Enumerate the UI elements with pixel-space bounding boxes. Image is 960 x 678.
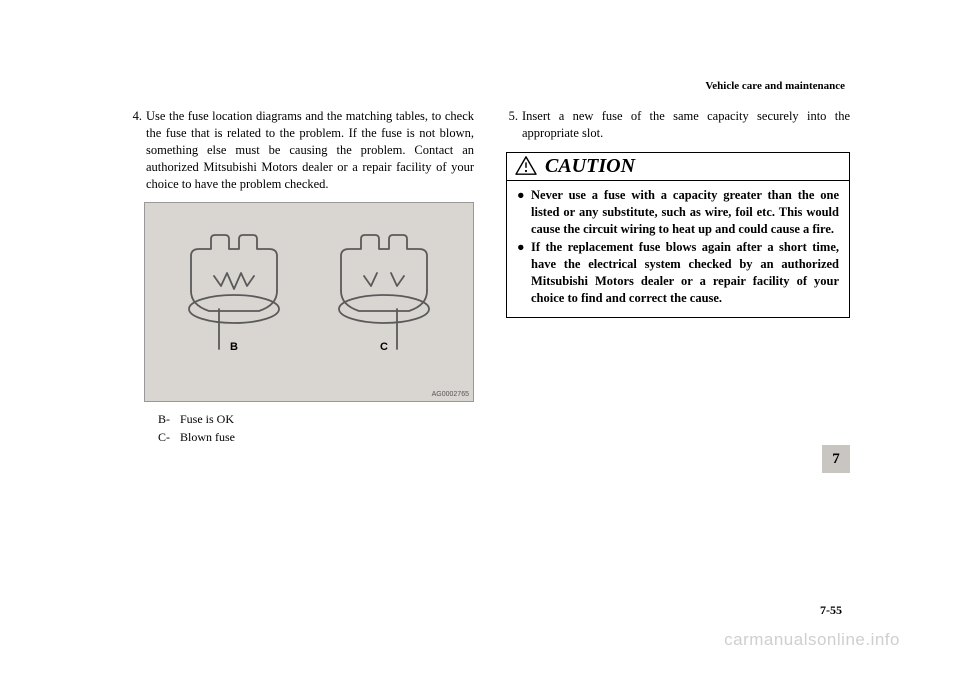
step-text: Insert a new fuse of the same capacity s… [522,108,850,142]
caution-item-1: ● Never use a fuse with a capacity great… [517,187,839,238]
fuse-blown-illustration: C [329,231,439,361]
fuse-ok-illustration: B [179,231,289,361]
legend-row-c: C- Blown fuse [158,428,474,446]
caution-title: CAUTION [545,155,635,178]
right-column: 5. Insert a new fuse of the same capacit… [506,108,850,446]
manual-page: Vehicle care and maintenance 4. Use the … [0,0,960,678]
figure-legend: B- Fuse is OK C- Blown fuse [158,410,474,446]
fuse-label-b: B [230,341,238,353]
step-5: 5. Insert a new fuse of the same capacit… [506,108,850,142]
caution-text-1: Never use a fuse with a capacity greater… [531,187,839,238]
warning-triangle-icon [515,156,537,176]
step-number: 5. [506,108,522,142]
caution-header: CAUTION [507,153,849,181]
legend-key-c: C- [158,428,180,446]
step-4: 4. Use the fuse location diagrams and th… [130,108,474,192]
fuse-label-c: C [380,341,388,353]
left-column: 4. Use the fuse location diagrams and th… [130,108,474,446]
legend-text-b: Fuse is OK [180,410,234,428]
legend-key-b: B- [158,410,180,428]
caution-box: CAUTION ● Never use a fuse with a capaci… [506,152,850,318]
bullet-icon: ● [517,187,531,238]
bullet-icon: ● [517,239,531,307]
step-number: 4. [130,108,146,192]
legend-row-b: B- Fuse is OK [158,410,474,428]
page-number: 7-55 [820,603,842,618]
fuse-illustration-wrap: B [145,231,473,361]
legend-text-c: Blown fuse [180,428,235,446]
caution-text-2: If the replacement fuse blows again afte… [531,239,839,307]
caution-body: ● Never use a fuse with a capacity great… [507,181,849,317]
watermark-text: carmanualsonline.info [724,630,900,650]
caution-item-2: ● If the replacement fuse blows again af… [517,239,839,307]
section-header: Vehicle care and maintenance [705,80,845,92]
figure-id: AG0002765 [432,391,469,398]
chapter-tab: 7 [822,445,850,473]
step-text: Use the fuse location diagrams and the m… [146,108,474,192]
fuse-figure: B [144,202,474,402]
two-column-layout: 4. Use the fuse location diagrams and th… [130,108,850,446]
